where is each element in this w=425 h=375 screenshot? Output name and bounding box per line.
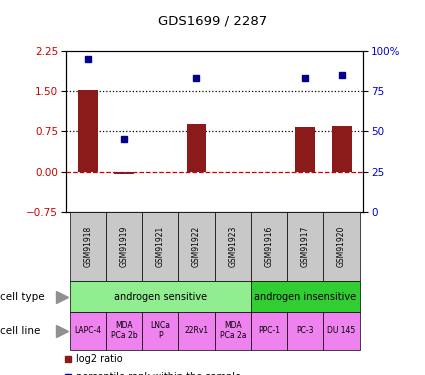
Bar — [215, 312, 251, 350]
Bar — [70, 212, 106, 281]
Text: percentile rank within the sample: percentile rank within the sample — [76, 372, 241, 375]
Bar — [178, 312, 215, 350]
Text: LNCa
P: LNCa P — [150, 321, 170, 340]
Bar — [178, 212, 215, 281]
Bar — [114, 172, 134, 174]
Text: androgen insensitive: androgen insensitive — [254, 292, 357, 302]
Text: GSM91920: GSM91920 — [337, 226, 346, 267]
Bar — [106, 212, 142, 281]
Text: GSM91922: GSM91922 — [192, 226, 201, 267]
Bar — [251, 212, 287, 281]
Text: MDA
PCa 2a: MDA PCa 2a — [220, 321, 246, 340]
Bar — [251, 312, 287, 350]
Text: PC-3: PC-3 — [297, 326, 314, 335]
Text: GSM91921: GSM91921 — [156, 226, 165, 267]
Text: MDA
PCa 2b: MDA PCa 2b — [110, 321, 137, 340]
Bar — [78, 90, 98, 172]
Bar — [142, 312, 178, 350]
Text: cell type: cell type — [0, 292, 45, 302]
Text: GSM91916: GSM91916 — [264, 226, 274, 267]
Bar — [215, 212, 251, 281]
Bar — [142, 212, 178, 281]
Text: DU 145: DU 145 — [328, 326, 356, 335]
Text: GSM91917: GSM91917 — [301, 226, 310, 267]
Bar — [70, 281, 251, 312]
Text: log2 ratio: log2 ratio — [76, 354, 123, 364]
Text: GSM91919: GSM91919 — [119, 226, 128, 267]
Bar — [287, 212, 323, 281]
Bar — [70, 312, 106, 350]
Bar — [251, 281, 360, 312]
Text: GDS1699 / 2287: GDS1699 / 2287 — [158, 14, 267, 27]
Bar — [187, 124, 207, 172]
Text: PPC-1: PPC-1 — [258, 326, 280, 335]
Text: LAPC-4: LAPC-4 — [74, 326, 101, 335]
Text: GSM91918: GSM91918 — [83, 226, 92, 267]
Text: cell line: cell line — [0, 326, 41, 336]
Bar — [295, 127, 315, 172]
Bar — [323, 212, 360, 281]
Bar — [332, 126, 351, 172]
Text: GSM91923: GSM91923 — [228, 226, 237, 267]
Bar — [323, 312, 360, 350]
Bar — [106, 312, 142, 350]
Bar — [287, 312, 323, 350]
Text: 22Rv1: 22Rv1 — [184, 326, 209, 335]
Text: androgen sensitive: androgen sensitive — [113, 292, 207, 302]
